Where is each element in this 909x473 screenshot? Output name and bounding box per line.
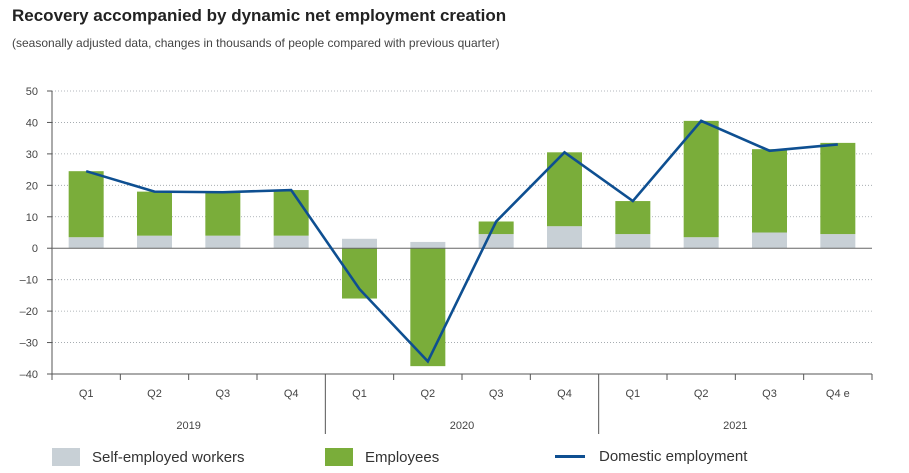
bar-self-employed [137, 235, 172, 249]
x-tick-label: Q1 [625, 388, 640, 400]
legend-swatch-employees [325, 448, 353, 466]
x-tick-label: Q4 [557, 388, 572, 400]
y-tick-label: –30 [20, 338, 38, 350]
y-tick-label: 50 [26, 86, 38, 98]
y-tick-label: –20 [20, 306, 38, 318]
y-tick-label: –40 [20, 369, 38, 381]
chart-title: Recovery accompanied by dynamic net empl… [12, 6, 507, 25]
bar-self-employed [820, 234, 856, 249]
bar-employees [410, 248, 446, 367]
legend-label-domestic-employment: Domestic employment [599, 448, 748, 465]
bar-employees [478, 221, 514, 235]
year-label: 2021 [723, 420, 747, 432]
x-tick-label: Q3 [489, 388, 504, 400]
bar-employees [273, 190, 309, 236]
bar-employees [683, 120, 719, 238]
bar-self-employed [683, 237, 719, 249]
y-tick-label: 30 [26, 149, 38, 161]
legend-item-domestic-employment: Domestic employment [555, 448, 747, 465]
year-label: 2020 [450, 420, 474, 432]
legend-item-self-employed: Self-employed workers [52, 448, 245, 466]
bar-employees [137, 191, 172, 236]
legend-swatch-domestic-employment [555, 455, 585, 458]
y-tick-label: 0 [32, 243, 38, 255]
x-tick-label: Q1 [352, 388, 367, 400]
bar-employees [752, 149, 787, 233]
chart-plot: 50 40 30 20 10 0 –10 –20 –30 –40 Q1 Q2 Q3 Q4 Q1 Q2 Q3 Q4 Q… [20, 86, 873, 434]
bar-self-employed [68, 237, 104, 249]
x-tick-label: Q1 [79, 388, 94, 400]
y-tick-label: 10 [26, 212, 38, 224]
bar-self-employed [342, 238, 377, 249]
legend-label-self-employed: Self-employed workers [92, 448, 245, 466]
bar-employees [205, 191, 241, 236]
year-label: 2019 [176, 420, 200, 432]
x-tick-label: Q2 [420, 388, 435, 400]
x-tick-label: Q4 [284, 388, 299, 400]
line-domestic-employment [85, 119, 838, 364]
legend-label-employees: Employees [365, 448, 440, 466]
y-tick-label: –10 [20, 275, 38, 287]
y-tick-label: 20 [26, 180, 38, 192]
x-tick-label: Q3 [215, 388, 230, 400]
x-tick-label: Q4 e [826, 388, 850, 400]
bar-self-employed [752, 232, 787, 249]
bar-self-employed [615, 234, 651, 249]
bar-employees [820, 142, 856, 235]
bar-employees [615, 201, 651, 235]
x-tick-label: Q2 [147, 388, 162, 400]
bar-self-employed [547, 226, 582, 249]
bar-self-employed [410, 241, 446, 249]
bar-self-employed [205, 235, 241, 249]
x-tick-label: Q3 [762, 388, 777, 400]
y-tick-label: 40 [26, 117, 38, 129]
chart-subtitle: (seasonally adjusted data, changes in th… [12, 36, 500, 50]
bar-employees [68, 171, 104, 238]
bar-self-employed [273, 235, 309, 249]
x-tick-label: Q2 [694, 388, 709, 400]
chart-legend: Self-employed workers Employees Domestic… [0, 448, 909, 470]
legend-item-employees: Employees [325, 448, 439, 466]
legend-swatch-self-employed [52, 448, 80, 466]
